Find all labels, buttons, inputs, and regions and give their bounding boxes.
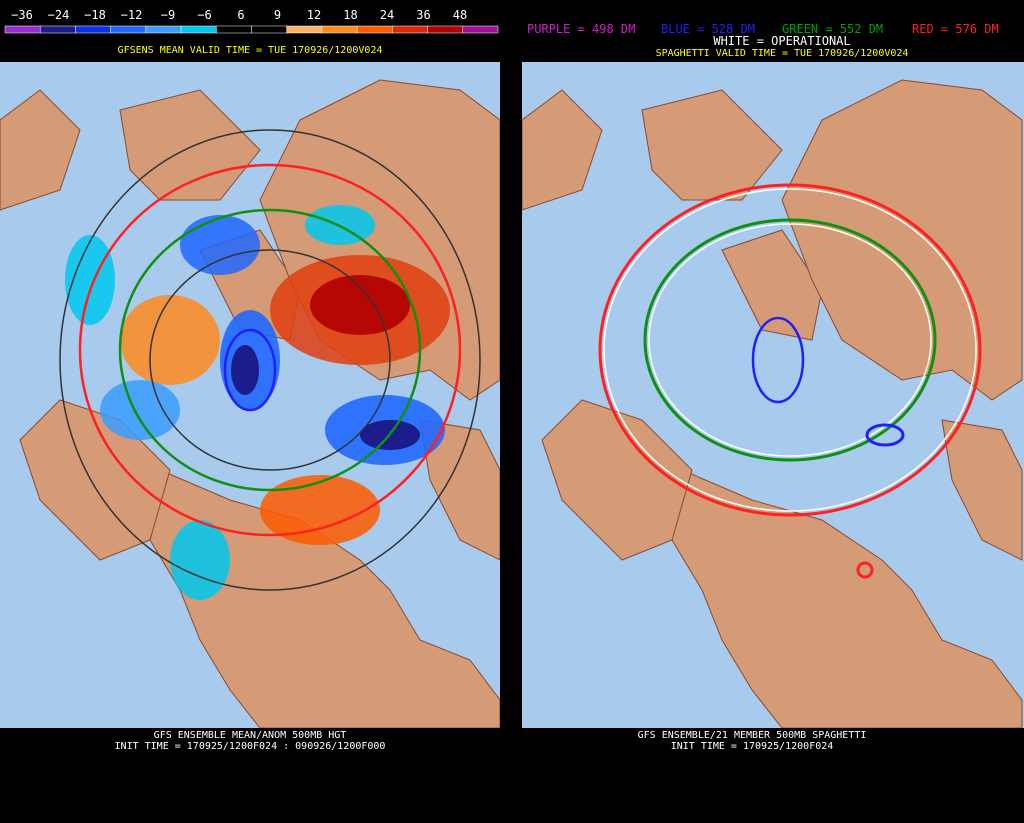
legend-label: −36: [11, 8, 33, 22]
left-map: [0, 79, 500, 728]
legend-swatch: [356, 25, 393, 34]
legend-swatch: [39, 25, 76, 34]
legend-label: −6: [197, 8, 211, 22]
right-footer: INIT TIME = 170925/1200F024: [671, 741, 834, 752]
divider: [500, 0, 522, 819]
legend-label: 24: [380, 8, 394, 22]
legend-swatch: [4, 25, 41, 34]
legend-label: 48: [453, 8, 467, 22]
legend-swatch: [180, 25, 217, 34]
key-entry: BLUE = 528 DM: [661, 22, 755, 36]
right-map: [522, 79, 1023, 728]
left-header: GFSENS MEAN VALID TIME = TUE 170926/1200…: [118, 45, 383, 56]
legend-label: −9: [161, 8, 175, 22]
legend-swatch: [75, 25, 111, 34]
legend-label: 18: [343, 8, 357, 22]
legend-label: 12: [307, 8, 321, 22]
right-key: PURPLE = 498 DM BLUE = 528 DM GREEN = 552 …: [527, 22, 999, 36]
legend-swatch: [251, 25, 287, 34]
legend-swatch: [427, 25, 464, 34]
legend-swatch: [145, 25, 182, 34]
legend-label: 6: [237, 8, 244, 22]
operational-key: WHITE = OPERATIONAL: [713, 34, 850, 48]
color-legend: −36 −24 −18 −12 −9 −6 6 9 12 18 24 36 48: [4, 8, 499, 34]
right-footer: GFS ENSEMBLE/21 MEMBER 500MB SPAGHETTI: [638, 730, 867, 741]
left-footer: INIT TIME = 170925/1200F024 : 090926/120…: [115, 741, 386, 752]
legend-swatch: [216, 25, 252, 34]
legend-label: −18: [84, 8, 106, 22]
legend-label: 9: [274, 8, 281, 22]
legend-swatch: [110, 25, 147, 34]
left-footer: GFS ENSEMBLE MEAN/ANOM 500MB HGT: [154, 730, 347, 741]
key-entry: PURPLE = 498 DM: [527, 22, 635, 36]
legend-label: −24: [48, 8, 70, 22]
legend-label: −12: [121, 8, 143, 22]
right-header: SPAGHETTI VALID TIME = TUE 170926/1200V0…: [656, 48, 909, 59]
key-entry: RED = 576 DM: [912, 22, 999, 36]
legend-swatch: [286, 25, 323, 34]
legend-label: 36: [416, 8, 430, 22]
legend-swatch: [392, 25, 428, 34]
legend-swatch: [462, 25, 499, 34]
legend-swatch: [321, 25, 358, 34]
key-entry: GREEN = 552 DM: [782, 22, 883, 36]
